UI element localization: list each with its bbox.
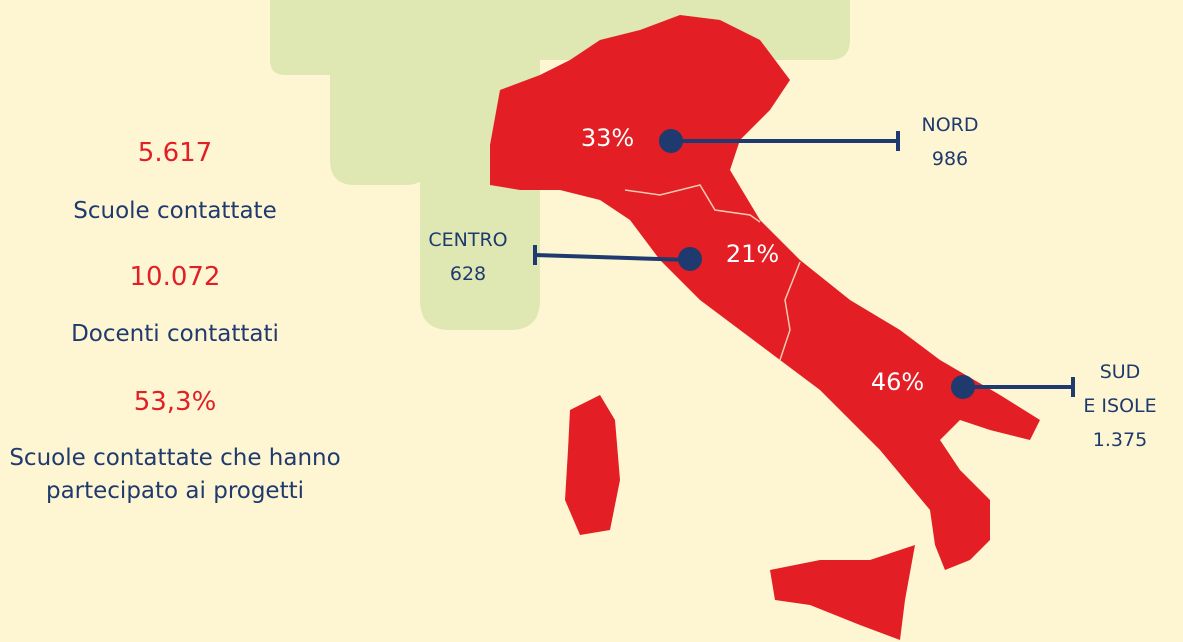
region-borders <box>624 184 801 361</box>
region-count: 628 <box>449 263 487 285</box>
italy-map <box>490 15 1040 640</box>
stat-label: Scuole contattate <box>73 198 277 224</box>
stat-value: 53,3% <box>133 387 217 417</box>
region-count: 986 <box>931 148 969 170</box>
region-share: 46% <box>870 368 925 396</box>
region-share: 21% <box>725 240 780 268</box>
region-name: E ISOLE <box>1083 395 1157 417</box>
region-name: CENTRO <box>428 229 508 251</box>
stat-label: Scuole contattate che hanno partecipato … <box>9 445 341 504</box>
region-name: SUD <box>1099 361 1141 383</box>
region-name: NORD <box>921 114 979 136</box>
stat-value: 5.617 <box>137 138 213 168</box>
stat-value: 10.072 <box>129 262 221 292</box>
stat-label: Docenti contattati <box>71 321 279 347</box>
region-share: 33% <box>580 124 635 152</box>
background-shapes <box>270 0 850 330</box>
region-count: 1.375 <box>1092 429 1148 451</box>
leaders <box>533 129 1075 399</box>
